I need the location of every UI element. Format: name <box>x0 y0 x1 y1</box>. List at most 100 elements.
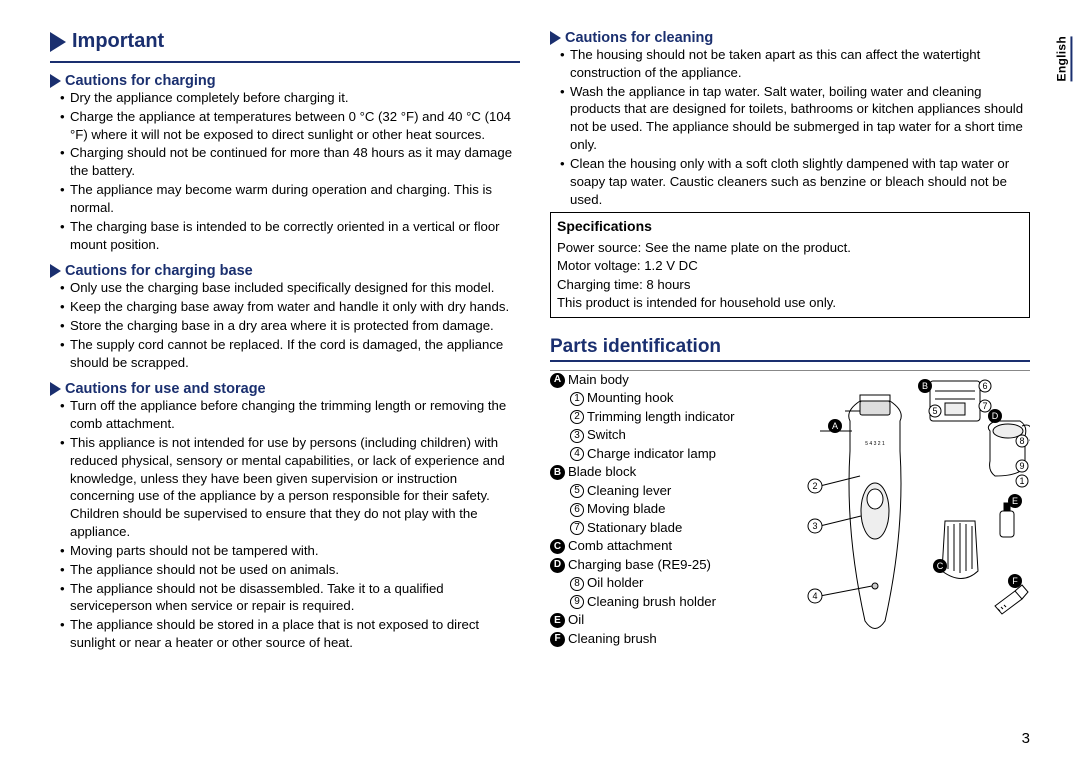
part-b-6-label: Moving blade <box>587 501 665 516</box>
list-item: The appliance should not be used on anim… <box>60 561 520 579</box>
list-item: Moving parts should not be tampered with… <box>60 542 520 560</box>
part-b-5: 5Cleaning lever <box>550 482 780 500</box>
part-d: DCharging base (RE9-25) <box>550 556 780 574</box>
arrow-icon <box>50 32 66 52</box>
list-use-storage: Turn off the appliance before changing t… <box>50 397 520 651</box>
svg-text:5: 5 <box>932 406 937 416</box>
language-tab: English <box>1054 36 1072 81</box>
part-e: EOil <box>550 611 780 629</box>
column-right: Cautions for cleaning The housing should… <box>550 30 1030 654</box>
svg-text:7: 7 <box>982 401 987 411</box>
list-item: Keep the charging base away from water a… <box>60 298 520 316</box>
heading-use-storage-text: Cautions for use and storage <box>65 381 266 397</box>
part-a: AMain body <box>550 371 780 389</box>
svg-text:A: A <box>832 421 838 431</box>
badge-d: D <box>550 558 565 573</box>
badge-6: 6 <box>570 503 584 517</box>
list-item: The housing should not be taken apart as… <box>560 46 1030 82</box>
part-a-3: 3Switch <box>550 426 780 444</box>
page-number: 3 <box>1022 730 1030 747</box>
list-charging: Dry the appliance completely before char… <box>50 89 520 253</box>
parts-body: AMain body 1Mounting hook 2Trimming leng… <box>550 371 1030 654</box>
heading-cleaning: Cautions for cleaning <box>550 30 1030 46</box>
badge-2: 2 <box>570 410 584 424</box>
list-item: Turn off the appliance before changing t… <box>60 397 520 433</box>
part-d-label: Charging base (RE9-25) <box>568 557 711 572</box>
svg-text:8: 8 <box>1019 436 1024 446</box>
badge-4: 4 <box>570 447 584 461</box>
svg-text:F: F <box>1012 576 1018 586</box>
heading-cleaning-text: Cautions for cleaning <box>565 30 713 46</box>
list-item: Clean the housing only with a soft cloth… <box>560 155 1030 208</box>
part-d-8-label: Oil holder <box>587 575 643 590</box>
spec-line: This product is intended for household u… <box>557 294 1023 312</box>
list-item: The appliance should not be disassembled… <box>60 580 520 616</box>
triangle-icon <box>50 264 61 278</box>
badge-a: A <box>550 373 565 388</box>
heading-charging-base-text: Cautions for charging base <box>65 263 253 279</box>
part-c-label: Comb attachment <box>568 538 672 553</box>
badge-f: F <box>550 632 565 647</box>
part-f: FCleaning brush <box>550 630 780 648</box>
important-heading: Important <box>72 30 164 53</box>
part-a-4-label: Charge indicator lamp <box>587 446 716 461</box>
part-b-7-label: Stationary blade <box>587 520 682 535</box>
list-charging-base: Only use the charging base included spec… <box>50 279 520 371</box>
part-b-5-label: Cleaning lever <box>587 483 671 498</box>
list-item: Charging should not be continued for mor… <box>60 144 520 180</box>
svg-text:2: 2 <box>812 481 817 491</box>
svg-text:6: 6 <box>982 381 987 391</box>
part-a-label: Main body <box>568 372 629 387</box>
part-a-4: 4Charge indicator lamp <box>550 445 780 463</box>
heading-charging: Cautions for charging <box>50 73 520 89</box>
svg-text:5 4 3 2 1: 5 4 3 2 1 <box>865 441 885 447</box>
list-item: Wash the appliance in tap water. Salt wa… <box>560 83 1030 154</box>
part-c: CComb attachment <box>550 537 780 555</box>
part-e-label: Oil <box>568 612 584 627</box>
specifications-box: Specifications Power source: See the nam… <box>550 212 1030 318</box>
list-item: The supply cord cannot be replaced. If t… <box>60 336 520 372</box>
badge-3: 3 <box>570 429 584 443</box>
list-item: The charging base is intended to be corr… <box>60 218 520 254</box>
important-heading-row: Important <box>50 30 520 53</box>
parts-list: AMain body 1Mounting hook 2Trimming leng… <box>550 371 780 654</box>
badge-7: 7 <box>570 521 584 535</box>
heading-charging-base: Cautions for charging base <box>50 263 520 279</box>
svg-text:E: E <box>1012 496 1018 506</box>
svg-text:B: B <box>922 381 928 391</box>
list-item: Dry the appliance completely before char… <box>60 89 520 107</box>
list-item: The appliance should be stored in a plac… <box>60 616 520 652</box>
part-a-2: 2Trimming length indicator <box>550 408 780 426</box>
triangle-icon <box>50 382 61 396</box>
list-item: This appliance is not intended for use b… <box>60 434 520 541</box>
badge-b: B <box>550 465 565 480</box>
badge-9: 9 <box>570 595 584 609</box>
svg-text:4: 4 <box>812 591 817 601</box>
list-item: The appliance may become warm during ope… <box>60 181 520 217</box>
part-b-label: Blade block <box>568 464 636 479</box>
badge-5: 5 <box>570 484 584 498</box>
badge-1: 1 <box>570 392 584 406</box>
heading-charging-text: Cautions for charging <box>65 73 216 89</box>
part-a-3-label: Switch <box>587 427 626 442</box>
part-d-8: 8Oil holder <box>550 574 780 592</box>
spec-line: Motor voltage: 1.2 V DC <box>557 257 1023 275</box>
part-b-7: 7Stationary blade <box>550 519 780 537</box>
part-d-9-label: Cleaning brush holder <box>587 594 716 609</box>
triangle-icon <box>50 74 61 88</box>
list-item: Store the charging base in a dry area wh… <box>60 317 520 335</box>
parts-diagram: 5 4 3 2 1 <box>790 371 1030 654</box>
heading-use-storage: Cautions for use and storage <box>50 381 520 397</box>
badge-c: C <box>550 539 565 554</box>
triangle-icon <box>550 31 561 45</box>
part-d-9: 9Cleaning brush holder <box>550 593 780 611</box>
column-left: Important Cautions for charging Dry the … <box>50 30 520 654</box>
part-b-6: 6Moving blade <box>550 500 780 518</box>
svg-text:D: D <box>992 411 999 421</box>
svg-text:9: 9 <box>1019 461 1024 471</box>
badge-8: 8 <box>570 577 584 591</box>
part-a-2-label: Trimming length indicator <box>587 409 735 424</box>
list-cleaning: The housing should not be taken apart as… <box>550 46 1030 208</box>
svg-text:C: C <box>937 561 944 571</box>
part-a-1-label: Mounting hook <box>587 390 674 405</box>
